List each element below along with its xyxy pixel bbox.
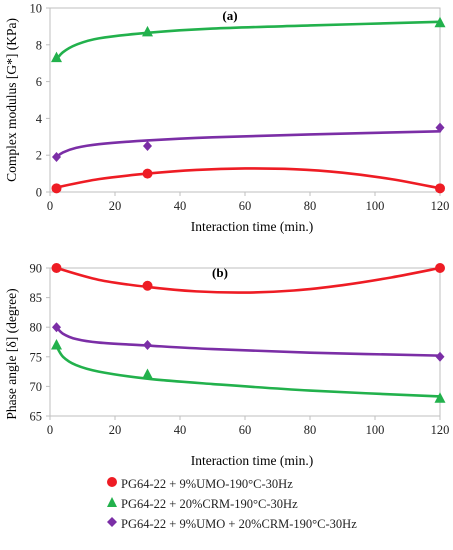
legend-label: PG64-22 + 20%CRM-190°C-30Hz bbox=[121, 496, 298, 511]
series-trendline bbox=[55, 129, 442, 159]
x-tick-label: 40 bbox=[174, 423, 187, 437]
x-tick-label: 80 bbox=[304, 199, 317, 213]
legend-triangle-marker bbox=[103, 496, 121, 512]
y-tick-label: 85 bbox=[30, 291, 43, 305]
series-trendline bbox=[55, 20, 442, 61]
legend-label: PG64-22 + 9%UMO-190°C-30Hz bbox=[121, 476, 293, 491]
y-tick-label: 6 bbox=[36, 75, 42, 89]
data-point bbox=[51, 263, 62, 273]
data-point bbox=[435, 122, 445, 133]
data-point bbox=[435, 183, 445, 194]
data-point bbox=[52, 322, 61, 333]
x-tick-label: 20 bbox=[109, 199, 122, 213]
x-tick-label: 40 bbox=[174, 199, 187, 213]
y-tick-label: 75 bbox=[30, 350, 43, 364]
data-point bbox=[435, 351, 445, 362]
series-trendline bbox=[55, 325, 442, 357]
panel-b-x-axis-title: Interaction time (min.) bbox=[191, 453, 314, 468]
x-tick-label: 100 bbox=[366, 199, 385, 213]
y-tick-label: 10 bbox=[30, 2, 43, 16]
x-tick-label: 120 bbox=[431, 423, 450, 437]
data-point bbox=[51, 183, 62, 194]
panel-a-label: (a) bbox=[222, 8, 237, 23]
data-point bbox=[434, 392, 446, 403]
x-tick-label: 60 bbox=[239, 199, 252, 213]
panel-a-x-axis-title: Interaction time (min.) bbox=[191, 219, 314, 234]
legend: PG64-22 + 9%UMO-190°C-30Hz PG64-22 + 20%… bbox=[103, 474, 357, 534]
figure-canvas: (a) Interaction time (min.) Complex modu… bbox=[4, 2, 449, 469]
x-tick-label: 0 bbox=[47, 199, 53, 213]
plot-area-frame bbox=[49, 7, 441, 193]
data-point bbox=[143, 141, 152, 151]
panel-b: (b) Interaction time (min.) Phase angle … bbox=[4, 262, 449, 469]
legend-circle-marker bbox=[103, 476, 121, 492]
y-tick-label: 0 bbox=[36, 186, 42, 200]
data-point bbox=[143, 339, 152, 350]
y-tick-label: 2 bbox=[36, 149, 42, 163]
data-point bbox=[142, 168, 153, 179]
legend-label: PG64-22 + 9%UMO + 20%CRM-190°C-30Hz bbox=[121, 516, 357, 531]
panel-b-label: (b) bbox=[212, 265, 228, 280]
y-tick-label: 90 bbox=[30, 262, 43, 276]
panel-a-y-axis-title: Complex modulus [G*] (KPa) bbox=[4, 18, 19, 182]
x-tick-label: 20 bbox=[109, 423, 122, 437]
data-point bbox=[51, 338, 62, 350]
x-tick-label: 80 bbox=[304, 423, 317, 437]
x-tick-label: 0 bbox=[47, 423, 53, 437]
x-tick-label: 100 bbox=[366, 423, 385, 437]
data-point bbox=[142, 280, 153, 291]
data-point bbox=[51, 51, 62, 63]
y-tick-label: 80 bbox=[30, 321, 43, 335]
data-point bbox=[52, 152, 61, 163]
x-tick-label: 120 bbox=[431, 199, 450, 213]
legend-item: PG64-22 + 9%UMO + 20%CRM-190°C-30Hz bbox=[103, 514, 357, 534]
x-tick-label: 60 bbox=[239, 423, 252, 437]
y-tick-label: 65 bbox=[30, 410, 43, 424]
data-point bbox=[434, 16, 446, 28]
series-trendline bbox=[55, 266, 442, 294]
series-trendline bbox=[55, 167, 442, 190]
data-point bbox=[142, 25, 153, 37]
data-point bbox=[142, 368, 153, 380]
y-tick-label: 4 bbox=[36, 112, 43, 126]
y-tick-label: 70 bbox=[30, 380, 43, 394]
data-point bbox=[435, 263, 445, 273]
panel-b-y-axis-title: Phase angle [δ] (degree) bbox=[4, 288, 19, 419]
panel-a: (a) Interaction time (min.) Complex modu… bbox=[4, 2, 449, 235]
legend-diamond-marker bbox=[103, 516, 121, 532]
y-tick-label: 8 bbox=[36, 38, 42, 52]
legend-item: PG64-22 + 20%CRM-190°C-30Hz bbox=[103, 494, 357, 514]
legend-item: PG64-22 + 9%UMO-190°C-30Hz bbox=[103, 474, 357, 494]
